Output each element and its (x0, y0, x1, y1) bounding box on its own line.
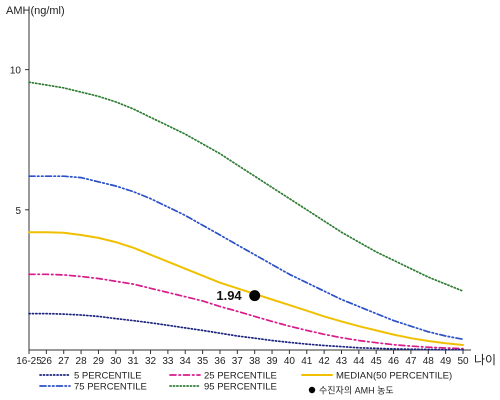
y-tick-label: 10 (10, 66, 22, 77)
x-tick-label: 33 (162, 356, 174, 367)
x-tick-label: 44 (353, 356, 365, 367)
x-axis-label: 나이 (474, 353, 496, 367)
x-tick-label: 36 (214, 356, 226, 367)
series-line-3 (28, 273, 464, 350)
x-tick-label: 41 (301, 356, 313, 367)
x-tick-label: 16-25 (16, 356, 42, 367)
x-tick-label: 40 (284, 356, 296, 367)
y-tick-label: 5 (15, 206, 21, 217)
legend-label-1: 75 PERCENTILE (74, 382, 147, 393)
x-tick-label: 28 (76, 356, 88, 367)
x-tick-label: 32 (145, 356, 157, 367)
x-tick-label: 45 (371, 356, 383, 367)
series-line-4 (28, 312, 464, 351)
x-tick-label: 37 (232, 356, 244, 367)
x-tick-label: 34 (180, 356, 192, 367)
x-tick-label: 39 (266, 356, 278, 367)
x-tick-label: 43 (336, 356, 348, 367)
x-tick-label: 35 (197, 356, 209, 367)
y-ticks: 5 10 (10, 66, 29, 217)
legend-label-2: MEDIAN(50 PERCENTILE) (336, 371, 452, 382)
x-tick-label: 48 (423, 356, 435, 367)
axes: AMH(ng/ml) 나이 (6, 5, 496, 367)
x-ticks: 16-25 26 27 28 29 30 31 32 33 34 35 36 37 38 39 40 41 42 4… (16, 350, 469, 367)
x-tick-label: 50 (457, 356, 469, 367)
patient-amh-value-label: 1.94 (216, 288, 242, 303)
x-tick-label: 47 (405, 356, 417, 367)
legend-label-marker: 수진자의 AMH 농도 (319, 386, 394, 396)
legend-label-0: 95 PERCENTILE (204, 382, 277, 393)
series-line-0 (28, 81, 464, 292)
x-tick-label: 27 (58, 356, 70, 367)
x-tick-label: 29 (93, 356, 105, 367)
legend: 5 PERCENTILE 25 PERCENTILE MEDIAN(50 PERCE… (39, 371, 452, 396)
series-line-1 (28, 175, 464, 341)
legend-label-4: 5 PERCENTILE (74, 371, 142, 382)
y-axis-label: AMH(ng/ml) (6, 5, 65, 17)
legend-marker-swatch (308, 386, 316, 394)
legend-label-3: 25 PERCENTILE (204, 371, 277, 382)
x-tick-label: 38 (249, 356, 261, 367)
patient-amh-point (249, 290, 261, 302)
patient-marker-group: 1.94 (216, 288, 261, 303)
x-tick-label: 46 (388, 356, 400, 367)
x-tick-label: 31 (128, 356, 140, 367)
x-tick-label: 30 (110, 356, 122, 367)
x-tick-label: 26 (41, 356, 53, 367)
x-tick-label: 49 (440, 356, 452, 367)
x-tick-label: 42 (319, 356, 331, 367)
series-lines (28, 81, 464, 351)
series-line-2 (28, 231, 464, 346)
